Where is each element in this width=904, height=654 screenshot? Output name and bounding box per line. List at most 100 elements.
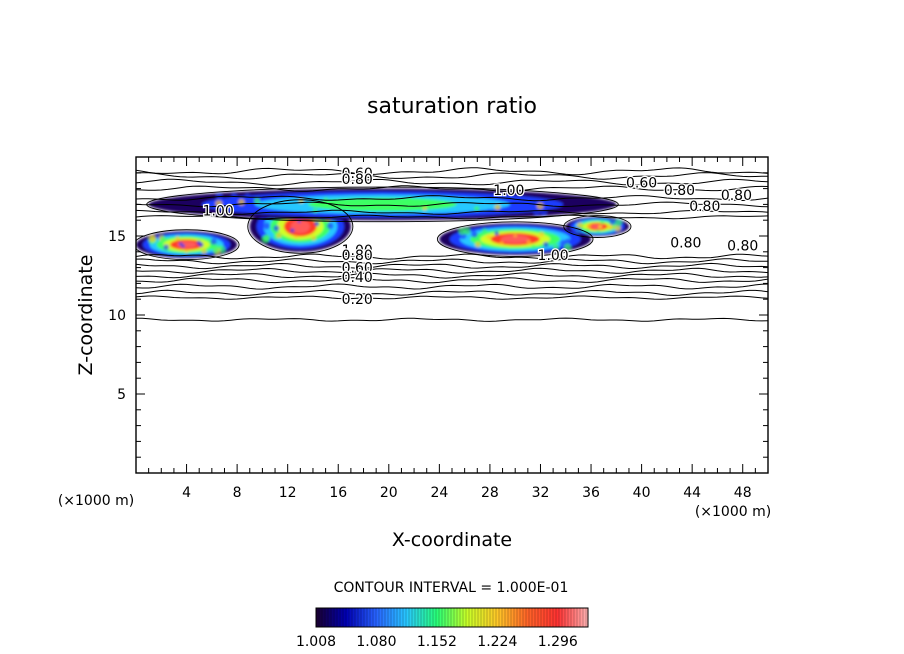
region-speckle <box>471 231 478 238</box>
region-speckle <box>263 222 271 230</box>
region-speckle <box>563 243 572 251</box>
region-speckle <box>526 239 531 245</box>
contour-interval-label: CONTOUR INTERVAL = 1.000E-01 <box>334 580 569 596</box>
region-speckle <box>212 246 220 254</box>
region-speckle <box>160 236 167 242</box>
region-speckle <box>198 242 204 248</box>
region-speckle <box>586 223 592 229</box>
contour-line <box>136 262 768 270</box>
contour-label: 0.80 <box>342 248 373 264</box>
x-tick-label: 16 <box>329 485 347 501</box>
region-speckle <box>513 234 517 238</box>
region-speckle <box>481 228 488 235</box>
contour-label: 0.60 <box>342 166 373 182</box>
region-speckle <box>262 235 270 243</box>
colorbar-tick-label: 1.224 <box>477 634 517 650</box>
supersaturated-region <box>136 231 238 259</box>
x-tick-label: 8 <box>233 485 242 501</box>
region-band <box>500 234 530 244</box>
contour-lines <box>136 167 768 322</box>
contour-line <box>136 209 768 215</box>
region-speckle <box>576 222 584 229</box>
colorbar-tick-label: 1.080 <box>356 634 396 650</box>
region-band <box>290 219 310 234</box>
chart-title: saturation ratio <box>367 94 537 119</box>
region-speckle <box>312 208 318 214</box>
region-speckle <box>536 202 544 210</box>
region-speckle <box>422 206 427 211</box>
region-speckle <box>486 234 492 240</box>
contour-label: 0.80 <box>670 235 701 251</box>
region-speckle <box>494 204 501 211</box>
contour-line <box>136 185 768 192</box>
contour-line <box>136 195 768 202</box>
contour-line <box>136 289 768 297</box>
contour-label: 0.80 <box>689 199 720 215</box>
x-tick-label: 4 <box>182 485 191 501</box>
region-speckle <box>486 208 493 215</box>
x-tick-label: 12 <box>279 485 297 501</box>
colorbar: 1.008 1.080 1.152 1.224 1.296 <box>296 607 589 650</box>
contour-label: 0.80 <box>664 183 695 199</box>
contour-line-region <box>436 221 594 257</box>
x-axis-title: X-coordinate <box>392 529 512 551</box>
contour-label: 1.00 <box>538 248 569 264</box>
contour-line <box>136 214 768 220</box>
y-tick-label: 10 <box>108 308 126 324</box>
region-speckle <box>598 225 603 230</box>
region-speckle <box>396 207 400 212</box>
contour-line <box>136 167 768 176</box>
contour-line <box>136 267 768 274</box>
supersaturated-region <box>439 223 592 255</box>
contour-line-region <box>146 186 619 223</box>
colorbar-labels: 1.008 1.080 1.152 1.224 1.296 <box>296 634 578 650</box>
x-tick-label: 36 <box>582 485 600 501</box>
contour-line <box>136 317 768 322</box>
region-speckle <box>323 197 329 202</box>
region-speckle <box>215 200 223 208</box>
y-axis-ticks: 5 10 15 <box>108 172 768 458</box>
region-speckle <box>458 227 466 236</box>
region-speckle <box>184 249 189 254</box>
contour-label: 0.80 <box>727 238 758 254</box>
region-speckle <box>178 242 183 246</box>
region-speckle <box>253 197 261 204</box>
colorbar-tick-label: 1.152 <box>417 634 457 650</box>
region-speckle <box>531 244 536 250</box>
region-speckle <box>596 229 600 233</box>
contour-label: 0.20 <box>342 292 373 308</box>
contour-line-region <box>563 215 632 238</box>
region-speckle <box>175 235 180 241</box>
region-speckle <box>276 232 282 239</box>
region-speckle <box>473 205 480 212</box>
contour-label: 1.00 <box>203 204 234 220</box>
x-tick-label: 24 <box>430 485 448 501</box>
supersaturated-region <box>565 217 629 236</box>
contour-line <box>136 295 768 300</box>
colorbar-rect <box>315 607 589 628</box>
region-speckle <box>210 238 217 245</box>
x-unit-label: (×1000 m) <box>695 504 771 520</box>
contour-line <box>136 272 768 279</box>
region-speckle <box>311 235 317 241</box>
region-speckle <box>538 231 545 237</box>
region-speckle <box>326 222 334 230</box>
x-tick-label: 20 <box>380 485 398 501</box>
x-tick-label: 48 <box>734 485 752 501</box>
contour-line <box>136 258 768 265</box>
region-band <box>308 197 457 212</box>
contour-label: 1.00 <box>493 183 524 199</box>
contour-label: 0.80 <box>342 172 373 188</box>
region-speckle <box>163 244 169 250</box>
region-speckle <box>494 231 499 236</box>
contour-label: 0.60 <box>342 261 373 277</box>
colorbar-hatch <box>318 608 587 627</box>
colorbar-tick-label: 1.296 <box>538 634 578 650</box>
x-tick-label: 44 <box>683 485 701 501</box>
x-axis-ticks: 4 8 12 16 20 24 28 32 36 40 44 48 <box>148 157 756 501</box>
contour-line <box>136 283 768 290</box>
region-speckle <box>474 241 481 248</box>
region-speckle <box>533 208 541 216</box>
contour-line <box>136 172 768 180</box>
